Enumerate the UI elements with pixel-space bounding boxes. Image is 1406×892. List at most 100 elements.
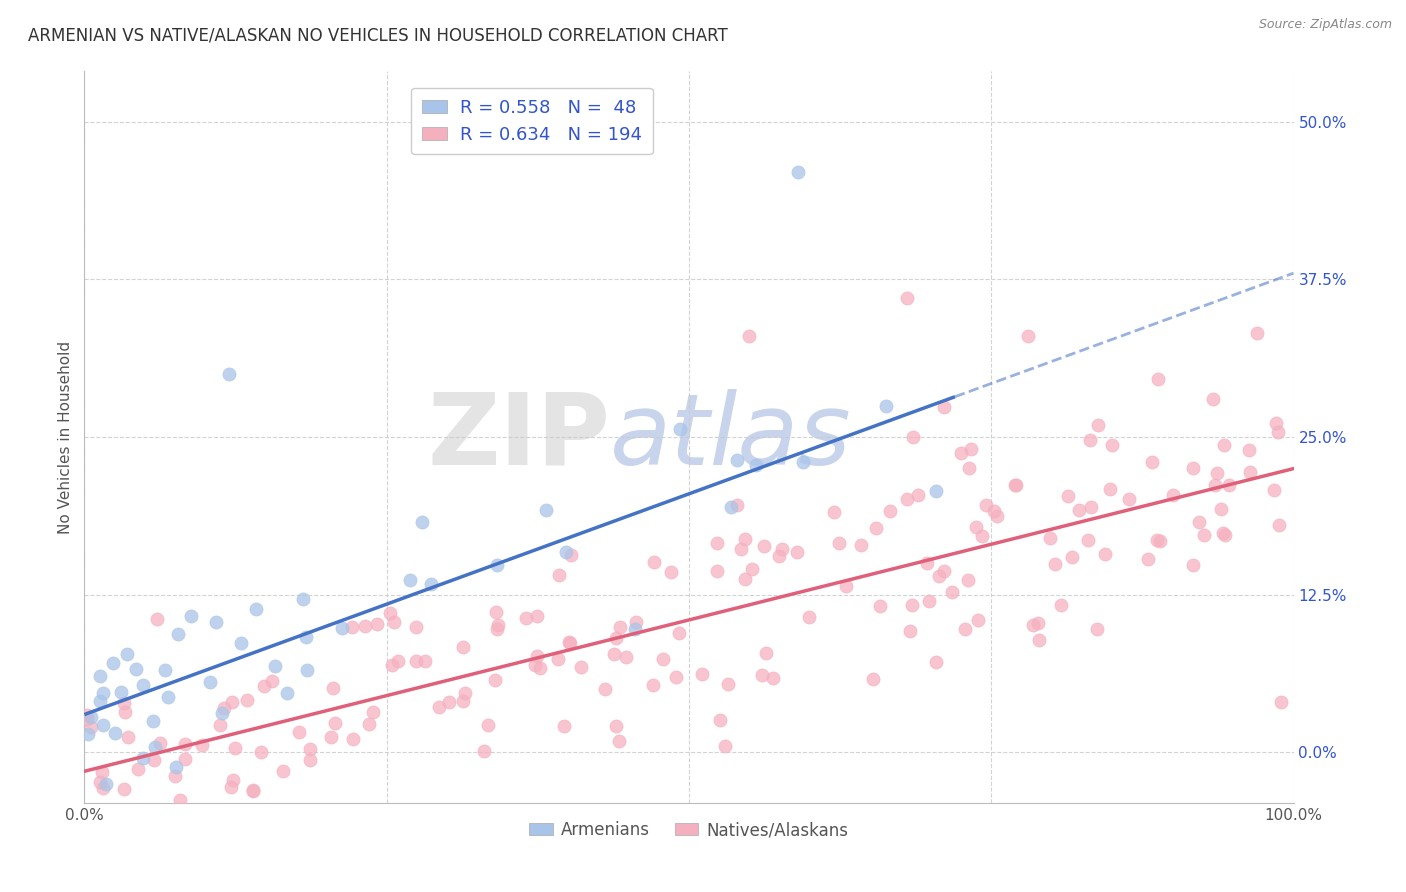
Text: ZIP: ZIP: [427, 389, 610, 485]
Point: [548, 568, 571, 582]
Point: [558, 634, 581, 648]
Point: [925, 484, 948, 499]
Point: [1017, 329, 1039, 343]
Point: [1192, 528, 1215, 542]
Point: [1069, 502, 1091, 516]
Point: [536, 502, 558, 516]
Point: [190, 739, 212, 753]
Point: [1118, 492, 1140, 507]
Point: [263, 659, 285, 673]
Point: [896, 291, 918, 305]
Point: [89, 694, 111, 708]
Point: [730, 542, 752, 557]
Point: [100, 880, 122, 892]
Point: [1004, 478, 1026, 492]
Point: [734, 572, 756, 586]
Point: [198, 675, 221, 690]
Point: [353, 806, 375, 821]
Point: [322, 681, 344, 696]
Point: [529, 661, 551, 675]
Point: [1181, 460, 1204, 475]
Point: [918, 594, 941, 608]
Point: [218, 367, 240, 381]
Point: [558, 636, 581, 650]
Point: [157, 690, 180, 705]
Point: [399, 573, 422, 587]
Point: [91, 765, 114, 780]
Point: [245, 601, 267, 615]
Point: [593, 682, 616, 697]
Point: [741, 562, 763, 576]
Point: [484, 673, 506, 688]
Point: [1218, 478, 1240, 492]
Point: [80, 720, 103, 734]
Point: [624, 622, 647, 636]
Point: [932, 564, 955, 578]
Point: [1188, 516, 1211, 530]
Point: [378, 606, 401, 620]
Point: [1028, 633, 1050, 648]
Point: [127, 762, 149, 776]
Point: [76, 727, 98, 741]
Point: [1202, 392, 1225, 406]
Point: [411, 515, 433, 529]
Point: [387, 654, 409, 668]
Point: [1028, 615, 1050, 630]
Point: [340, 620, 363, 634]
Point: [1146, 533, 1168, 547]
Point: [1094, 547, 1116, 561]
Point: [706, 565, 728, 579]
Point: [526, 608, 548, 623]
Point: [451, 640, 474, 654]
Point: [607, 733, 630, 747]
Point: [295, 664, 318, 678]
Point: [1078, 433, 1101, 447]
Point: [799, 610, 821, 624]
Point: [786, 545, 808, 559]
Point: [89, 775, 111, 789]
Point: [754, 539, 776, 553]
Point: [1212, 526, 1234, 541]
Point: [720, 500, 742, 514]
Point: [875, 399, 897, 413]
Point: [174, 737, 197, 751]
Point: [928, 569, 950, 583]
Point: [907, 488, 929, 502]
Point: [165, 760, 187, 774]
Point: [786, 165, 808, 179]
Point: [668, 626, 690, 640]
Point: [295, 630, 318, 644]
Point: [1060, 550, 1083, 565]
Point: [1213, 438, 1236, 452]
Point: [1099, 482, 1122, 496]
Point: [1161, 488, 1184, 502]
Point: [526, 648, 548, 663]
Point: [76, 707, 98, 722]
Point: [382, 615, 405, 629]
Point: [828, 536, 851, 550]
Point: [932, 400, 955, 414]
Point: [717, 677, 740, 691]
Point: [1043, 558, 1066, 572]
Point: [167, 626, 190, 640]
Point: [652, 652, 675, 666]
Point: [174, 752, 197, 766]
Point: [1270, 695, 1292, 709]
Point: [569, 660, 592, 674]
Point: [115, 647, 138, 661]
Point: [405, 654, 427, 668]
Point: [609, 619, 631, 633]
Point: [205, 615, 228, 629]
Point: [900, 624, 922, 639]
Point: [89, 669, 111, 683]
Point: [624, 615, 647, 629]
Point: [745, 458, 768, 472]
Point: [427, 699, 450, 714]
Point: [142, 714, 165, 728]
Point: [762, 671, 785, 685]
Point: [974, 498, 997, 512]
Point: [725, 499, 748, 513]
Point: [1085, 623, 1108, 637]
Point: [725, 453, 748, 467]
Point: [112, 697, 135, 711]
